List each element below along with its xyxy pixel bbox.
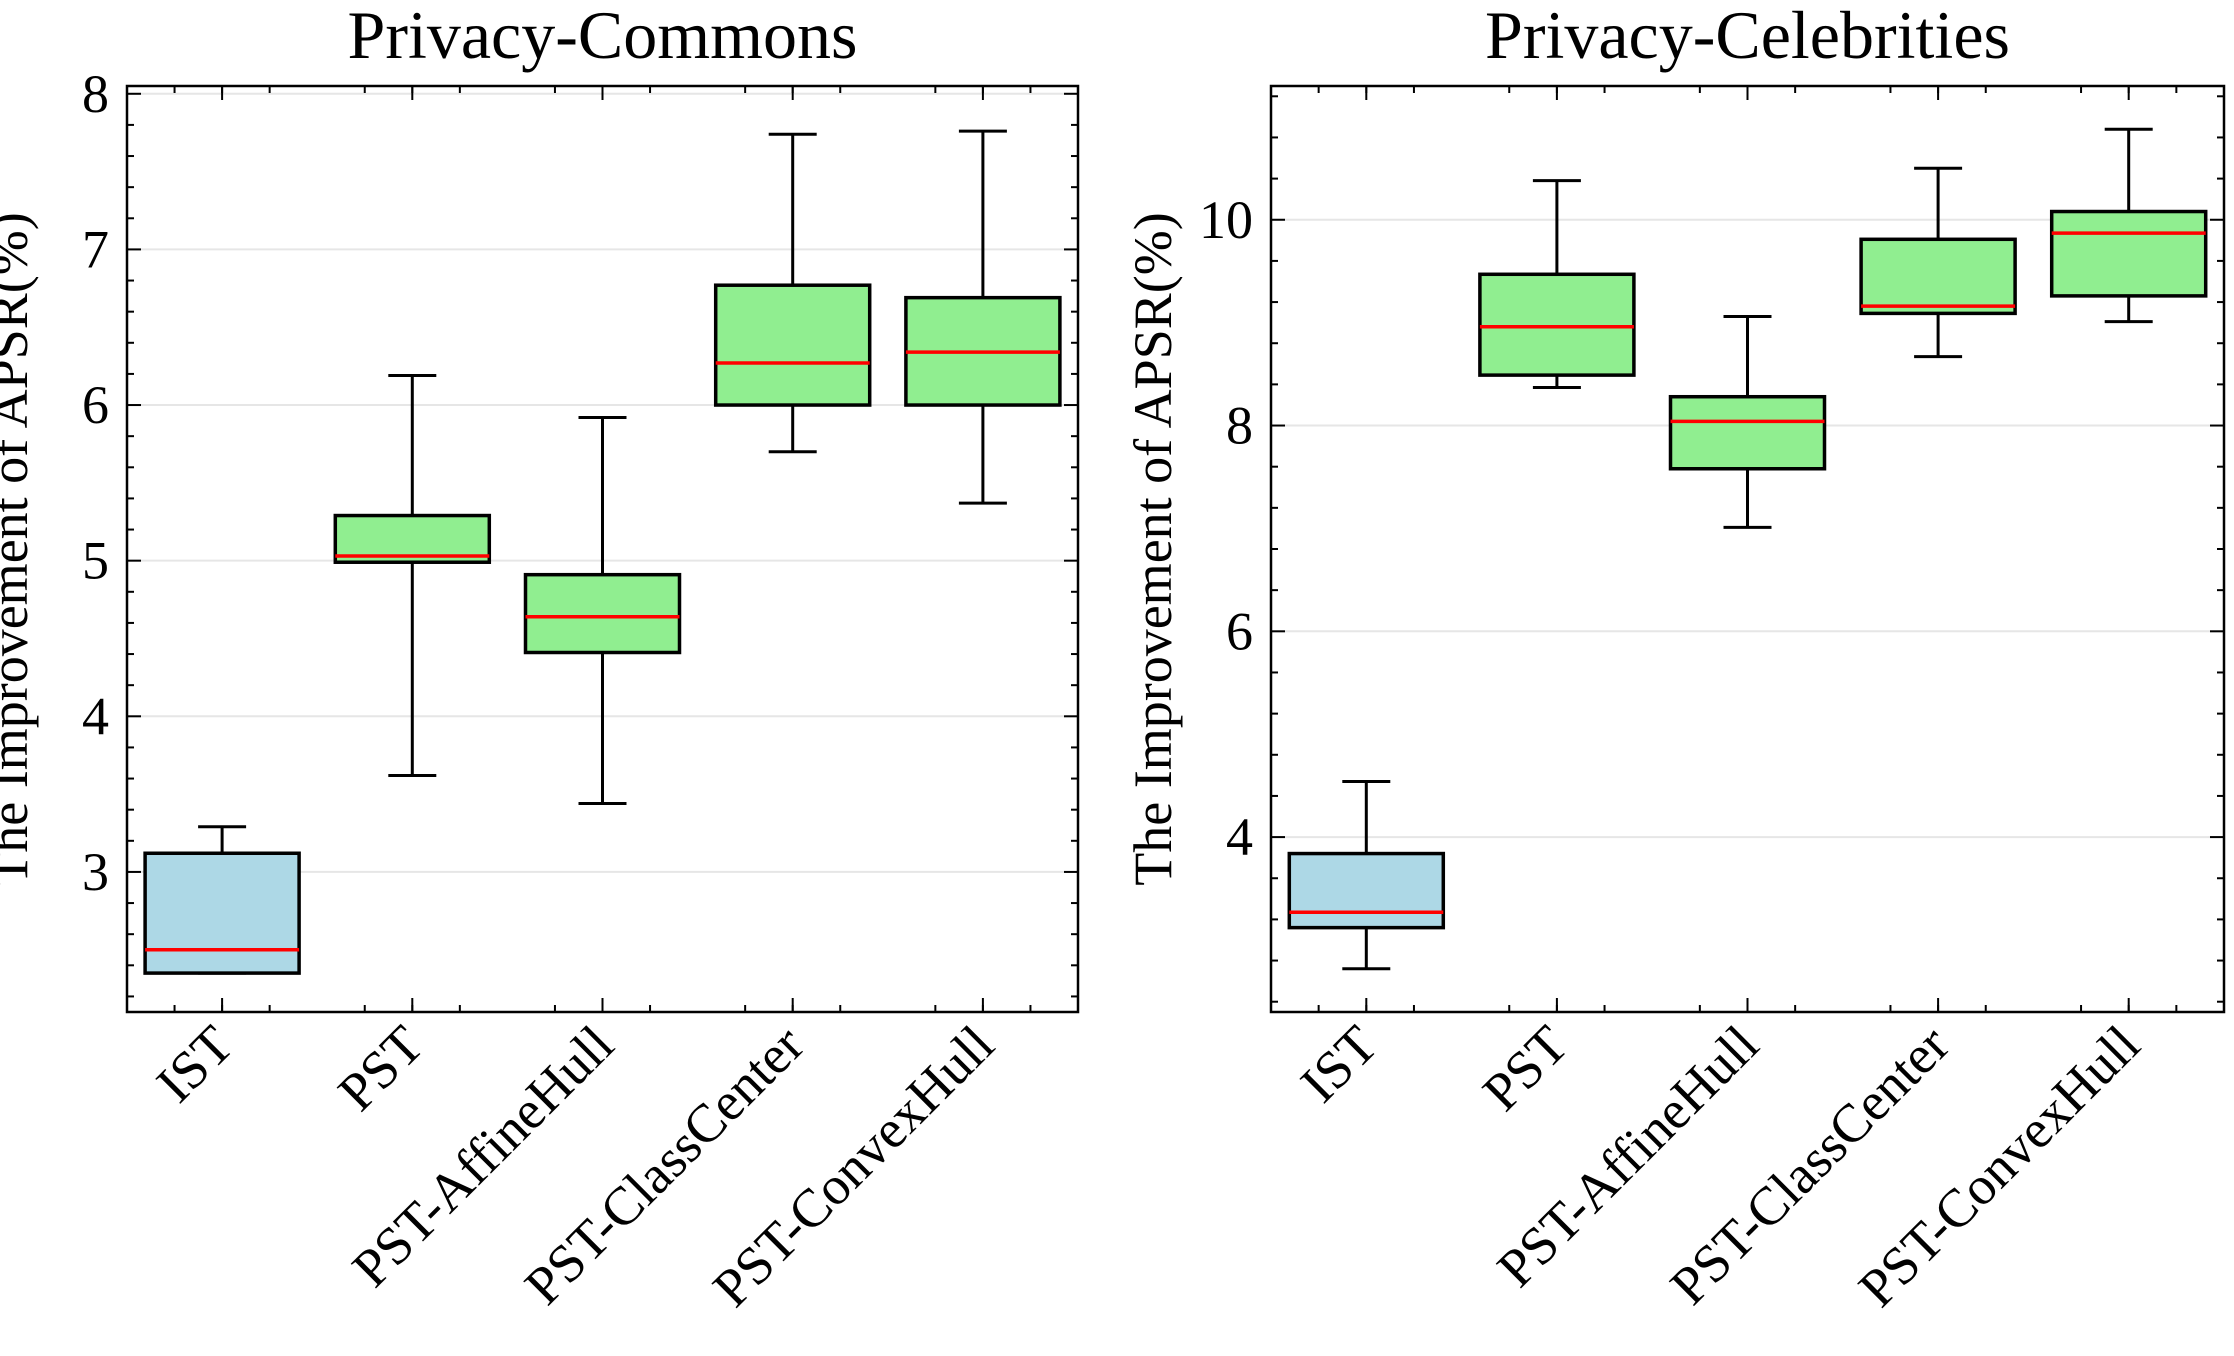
chart-panel-1: Privacy-Commons The Improvement of APSR(%… xyxy=(0,0,1080,1318)
box-body xyxy=(1287,851,1446,930)
y-tick-label: 4 xyxy=(1226,807,1253,867)
x-tick-label: PST xyxy=(1471,1014,1579,1122)
x-tick-label: PST xyxy=(327,1014,435,1122)
chart-title: Privacy-Celebrities xyxy=(1485,0,2010,73)
box-pst-affinehull xyxy=(1668,314,1827,529)
y-tick-label: 3 xyxy=(82,842,109,902)
box-body xyxy=(1478,272,1636,377)
y-axis-label: The Improvement of APSR(%) xyxy=(0,212,39,885)
x-tick-label: IST xyxy=(1289,1014,1389,1114)
y-tick-label: 6 xyxy=(1226,601,1253,661)
box-pst-classcenter xyxy=(713,132,872,454)
axes-frame xyxy=(125,84,1080,1014)
y-tick-label: 5 xyxy=(82,531,109,591)
y-tick-label: 10 xyxy=(1199,190,1253,250)
y-tick-label: 8 xyxy=(82,64,109,124)
box-pst-convexhull xyxy=(904,129,1062,505)
box-body xyxy=(143,851,301,975)
box-pst-convexhull xyxy=(2049,127,2208,324)
box-pst xyxy=(1478,179,1636,389)
box-pst xyxy=(333,373,492,777)
box-body xyxy=(1668,394,1827,471)
y-tick-label: 8 xyxy=(1226,396,1253,456)
y-tick-label: 7 xyxy=(82,219,109,279)
box-body xyxy=(523,572,682,655)
axes-frame xyxy=(1269,84,2226,1014)
chart-title: Privacy-Commons xyxy=(348,0,858,73)
box-body xyxy=(2049,209,2208,298)
y-tick-label: 6 xyxy=(82,375,109,435)
box-pst-affinehull xyxy=(523,415,682,805)
chart-panel-2: Privacy-Celebrities The Improvement of AP… xyxy=(1123,0,2226,1318)
box-body xyxy=(713,283,872,407)
box-ist xyxy=(1287,780,1446,971)
y-axis-label: The Improvement of APSR(%) xyxy=(1123,212,1183,885)
x-tick-label: IST xyxy=(145,1014,245,1114)
y-tick-label: 4 xyxy=(82,686,109,746)
box-body xyxy=(1859,237,2017,316)
box-ist xyxy=(143,825,301,975)
box-pst-classcenter xyxy=(1859,166,2017,359)
